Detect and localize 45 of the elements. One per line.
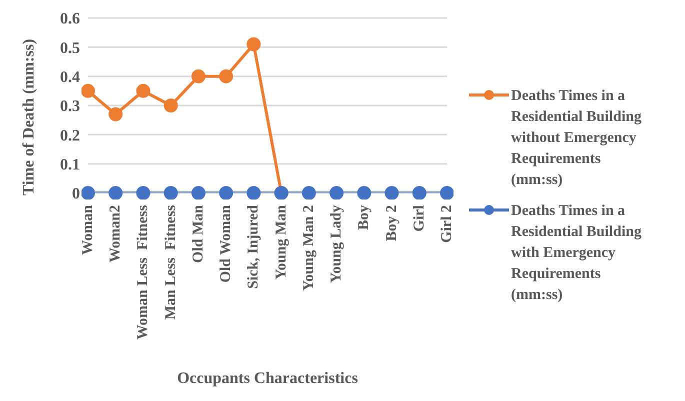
legend-label: Deaths Times in a Residential Building without Emergency Requirements (mm:ss) [511, 86, 642, 190]
x-axis-title: Occupants Characteristics [177, 370, 358, 387]
point [108, 107, 123, 122]
y-tick-label: 0.4 [60, 69, 80, 86]
x-tick-label: Man Less Fitness [162, 204, 179, 320]
y-tick-label: 0.5 [60, 40, 80, 57]
point [219, 186, 234, 200]
point [136, 186, 150, 200]
point [412, 186, 426, 200]
point [330, 186, 344, 200]
point [82, 186, 95, 200]
x-tick-label: Woman Less Fitness [135, 204, 152, 340]
point [82, 84, 95, 98]
x-tick-label: Young Man [273, 204, 290, 280]
point [108, 186, 123, 200]
point [191, 186, 206, 200]
point [384, 186, 399, 200]
point [136, 84, 150, 98]
y-tick-label: 0.1 [60, 156, 80, 174]
x-tick-label: Girl [411, 205, 428, 232]
y-axis-title: Time of Death (mm:ss) [20, 38, 38, 196]
x-tick-label: Young Lady [328, 204, 345, 283]
point [219, 69, 234, 84]
y-tick-label: 0.3 [60, 98, 80, 116]
legend-label: Deaths Times in a Residential Building with Emergency Requirements (mm:ss) [511, 202, 642, 304]
point [164, 186, 178, 200]
y-tick-label: 0.2 [60, 127, 80, 144]
x-tick-label: Old Man [190, 204, 206, 263]
point [246, 37, 261, 52]
x-tick-label: Boy [356, 204, 372, 230]
x-tick-label: Sick, Injured [246, 204, 262, 289]
x-tick-label: Woman [80, 204, 96, 256]
point [440, 186, 454, 200]
point [246, 186, 261, 200]
x-tick-label: Young Man 2 [300, 205, 317, 291]
point [191, 69, 206, 84]
point [357, 186, 372, 200]
y-tick-label: 0 [72, 186, 80, 203]
point [302, 186, 316, 200]
y-tick-label: 0.6 [60, 10, 80, 28]
x-tick-label: Boy 2 [384, 205, 400, 242]
x-tick-label: Old Woman [218, 204, 234, 283]
point [164, 98, 178, 112]
x-tick-label: Girl 2 [439, 205, 455, 243]
x-tick-label: Woman2 [108, 205, 124, 263]
